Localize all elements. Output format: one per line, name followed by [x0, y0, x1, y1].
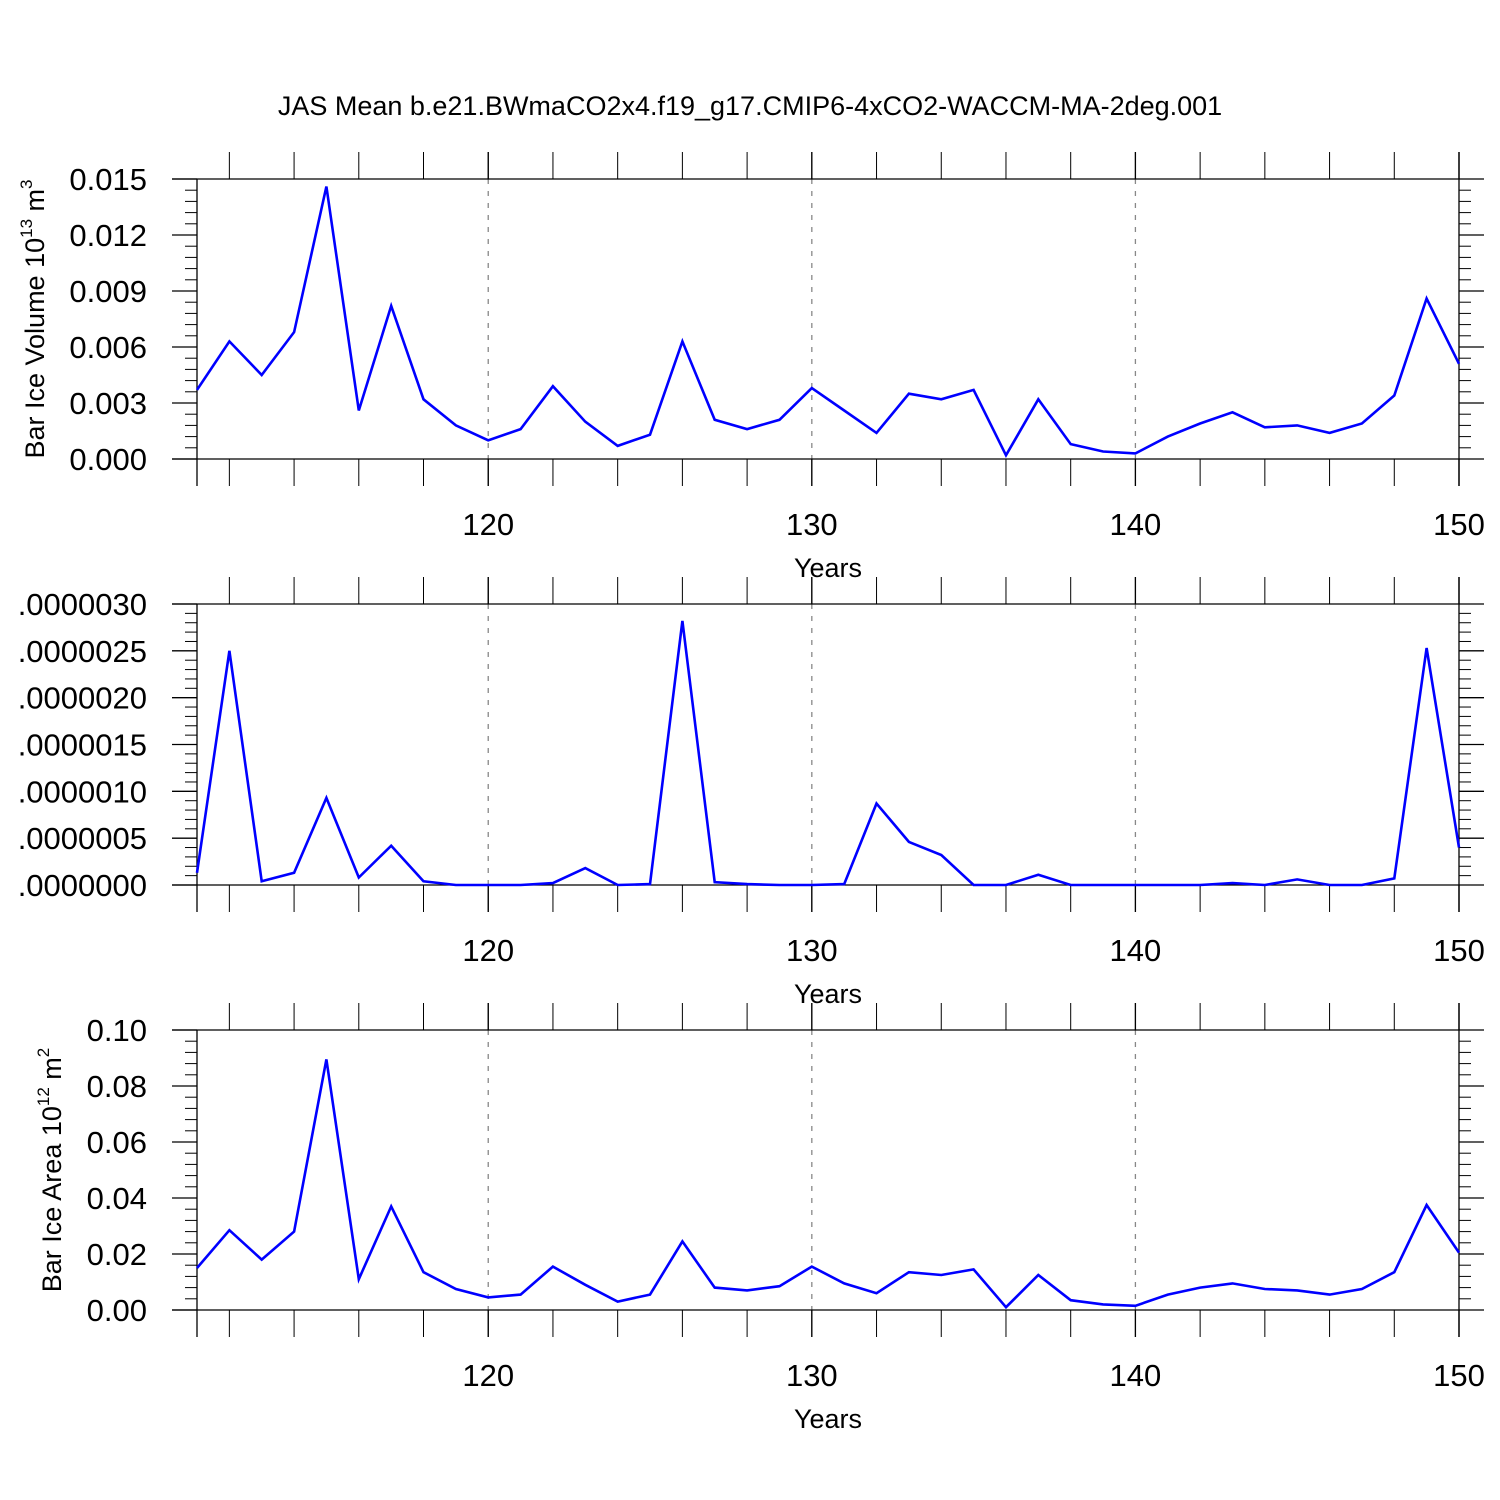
x-tick-label: 120	[462, 507, 514, 542]
x-axis-label: Years	[794, 553, 862, 583]
x-tick-label: 130	[786, 507, 838, 542]
x-tick-label: 150	[1433, 507, 1485, 542]
y-tick-label: .0000005	[18, 821, 147, 856]
x-tick-label: 120	[462, 1358, 514, 1393]
x-tick-label: 130	[786, 1358, 838, 1393]
y-tick-label: 0.00	[87, 1293, 147, 1328]
x-tick-label: 140	[1110, 507, 1162, 542]
y-tick-label: 0.012	[69, 218, 147, 253]
x-tick-label: 140	[1110, 933, 1162, 968]
y-tick-label: 0.08	[87, 1069, 147, 1104]
y-tick-label: .0000030	[18, 587, 147, 622]
y-axis-label: Bar Ice Volume 1013 m3	[17, 179, 50, 458]
y-tick-label: 0.10	[87, 1013, 147, 1048]
series-line	[195, 186, 1461, 459]
x-axis-label: Years	[794, 1404, 862, 1434]
y-tick-label: 0.009	[69, 274, 147, 309]
y-tick-label: .0000020	[18, 681, 147, 716]
y-tick-label: .0000015	[18, 728, 147, 763]
y-tick-label: 0.06	[87, 1125, 147, 1160]
x-tick-label: 130	[786, 933, 838, 968]
y-tick-label: .0000025	[18, 634, 147, 669]
x-tick-label: 140	[1110, 1358, 1162, 1393]
x-axis-label: Years	[794, 979, 862, 1009]
x-tick-label: 150	[1433, 1358, 1485, 1393]
y-tick-label: 0.006	[69, 330, 147, 365]
y-tick-label: 0.015	[69, 162, 147, 197]
y-tick-label: 0.04	[87, 1181, 147, 1216]
y-tick-label: .0000010	[18, 774, 147, 809]
y-tick-label: .0000000	[18, 868, 147, 903]
y-axis-label: Bar Ice Area 1012 m2	[34, 1048, 67, 1293]
y-tick-label: 0.000	[69, 442, 147, 477]
panel-ice-area: Bar Ice Area 1012 m2 Years 120 130 140 150 0…	[34, 1003, 1485, 1434]
panel-ice-volume: Bar Ice Volume 1013 m3 Years 120 130 140 15…	[17, 152, 1485, 583]
series-line	[196, 1059, 1461, 1310]
figure-title: JAS Mean b.e21.BWmaCO2x4.f19_g17.CMIP6-4…	[278, 91, 1222, 121]
x-tick-label: 120	[462, 933, 514, 968]
y-tick-label: 0.02	[87, 1237, 147, 1272]
panel-middle: Years 120 130 140 150 .0000000 .0000005 .00000…	[18, 577, 1485, 1009]
y-tick-label: 0.003	[69, 386, 147, 421]
x-tick-label: 150	[1433, 933, 1485, 968]
series-line	[195, 620, 1461, 887]
